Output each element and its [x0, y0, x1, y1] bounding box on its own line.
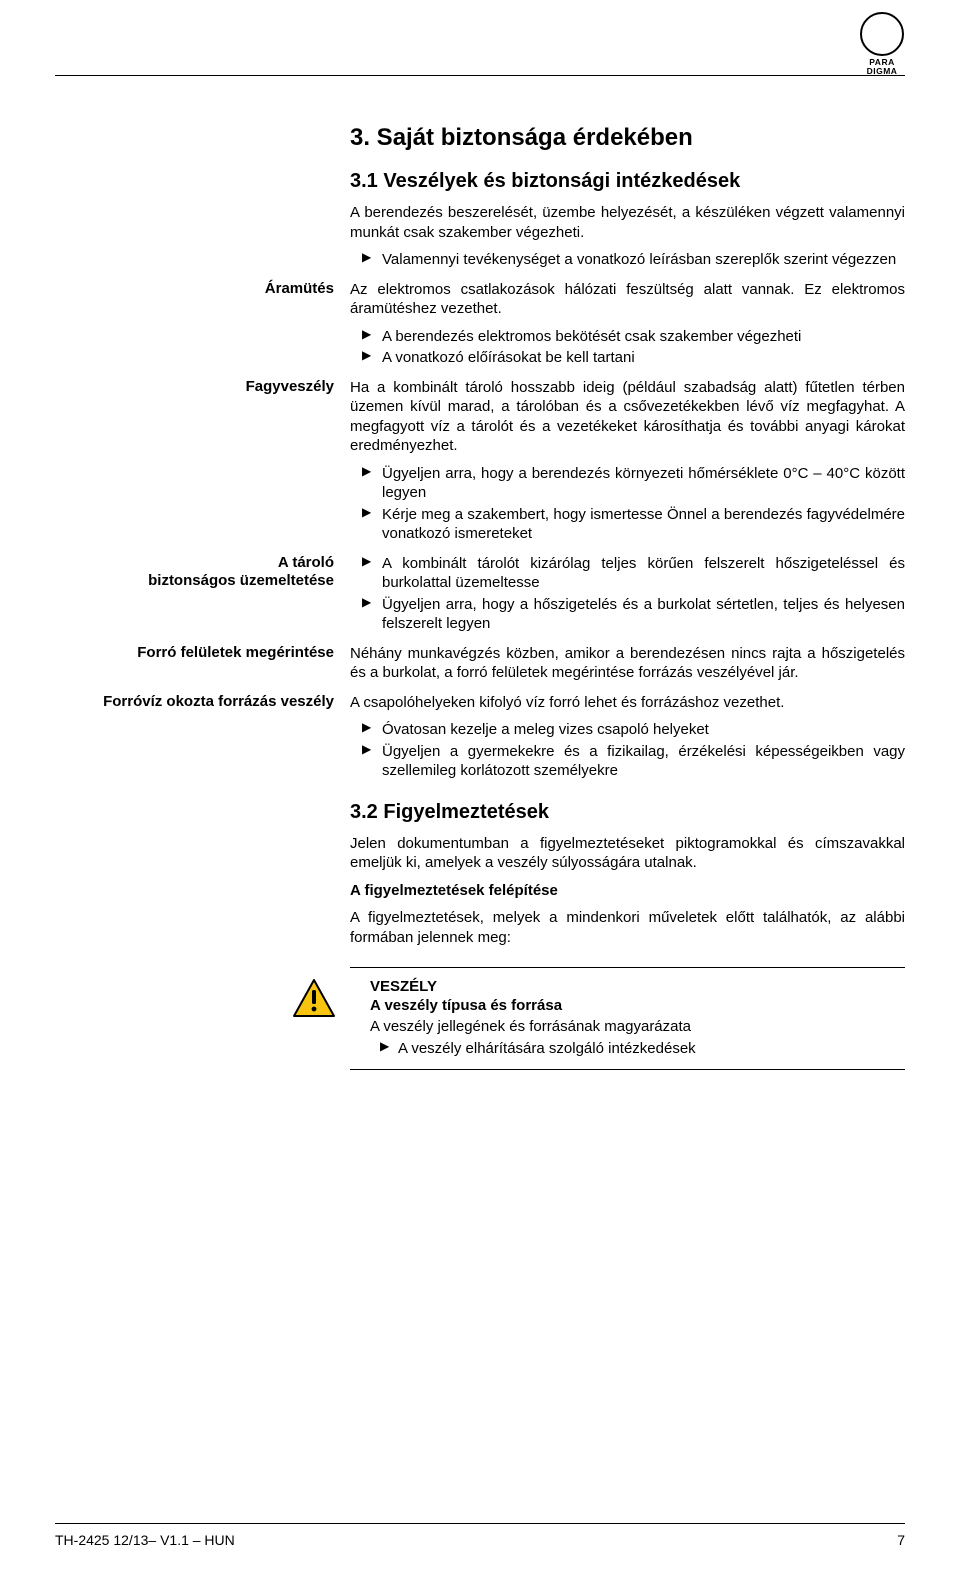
warning-bang-dot — [312, 1007, 317, 1012]
forroviz-bullet-1: Óvatosan kezelje a meleg vizes csapoló h… — [350, 720, 905, 740]
intro-paragraph: A berendezés beszerelését, üzembe helyez… — [350, 203, 905, 242]
label-forro: Forró felületek megérintése — [55, 644, 334, 663]
forroviz-bullet-2: Ügyeljen a gyermekekre és a fizikailag, … — [350, 742, 905, 781]
label-tarolo-line2: biztonságos üzemeltetése — [55, 572, 334, 591]
aramutes-bullet-2: A vonatkozó előírásokat be kell tartani — [350, 348, 905, 368]
subsection-title-1: 3.1 Veszélyek és biztonsági intézkedések — [350, 170, 905, 193]
warning-bullet-1: A veszély elhárítására szolgáló intézked… — [370, 1039, 901, 1059]
fig-paragraph-1: Jelen dokumentumban a figyelmeztetéseket… — [350, 834, 905, 873]
label-forroviz: Forróvíz okozta forrázás veszély — [55, 693, 334, 712]
row-fagyveszely: Fagyveszély Ha a kombinált tároló hossza… — [55, 378, 905, 552]
forroviz-bullets: Óvatosan kezelje a meleg vizes csapoló h… — [350, 720, 905, 781]
aramutes-paragraph: Az elektromos csatlakozások hálózati fes… — [350, 280, 905, 319]
fig-bold-line: A figyelmeztetések felépítése — [350, 881, 905, 901]
logo-circle-icon — [860, 12, 904, 56]
warning-bang-body — [312, 990, 316, 1004]
label-aramutes: Áramütés — [55, 280, 334, 299]
intro-bullets: Valamennyi tevékenységet a vonatkozó leí… — [350, 250, 905, 270]
section-title: 3. Saját biztonsága érdekében — [350, 124, 905, 152]
subsection-title-2: 3.2 Figyelmeztetések — [350, 801, 905, 824]
row-forroviz: Forróvíz okozta forrázás veszély A csapo… — [55, 693, 905, 789]
fagyveszely-bullets: Ügyeljen arra, hogy a berendezés környez… — [350, 464, 905, 544]
forro-paragraph: Néhány munkavégzés közben, amikor a bere… — [350, 644, 905, 683]
tarolo-bullet-2: Ügyeljen arra, hogy a hőszigetelés és a … — [350, 595, 905, 634]
footer-left: TH-2425 12/13– V1.1 – HUN — [55, 1532, 235, 1548]
tarolo-bullets: A kombinált tárolót kizárólag teljes kör… — [350, 554, 905, 634]
warning-subtitle: A veszély típusa és forrása — [354, 997, 901, 1014]
intro-bullet-1: Valamennyi tevékenységet a vonatkozó leí… — [350, 250, 905, 270]
row-forro: Forró felületek megérintése Néhány munka… — [55, 644, 905, 691]
warning-box: VESZÉLY A veszély típusa és forrása A ve… — [350, 967, 905, 1070]
brand-logo: PARA DIGMA — [859, 12, 905, 76]
page-footer: TH-2425 12/13– V1.1 – HUN 7 — [55, 1523, 905, 1548]
aramutes-bullet-1: A berendezés elektromos bekötését csak s… — [350, 327, 905, 347]
page: PARA DIGMA 3. Saját biztonsága érdekében… — [0, 0, 960, 1573]
fagyveszely-bullet-2: Kérje meg a szakembert, hogy ismertesse … — [350, 505, 905, 544]
header-rule — [55, 75, 905, 76]
fig-paragraph-2: A figyelmeztetések, melyek a mindenkori … — [350, 908, 905, 947]
row-tarolo: A tároló biztonságos üzemeltetése A komb… — [55, 554, 905, 642]
label-tarolo-line1: A tároló — [55, 554, 334, 573]
warning-bullets: A veszély elhárítására szolgáló intézked… — [354, 1039, 901, 1059]
warning-text: A veszély jellegének és forrásának magya… — [354, 1018, 901, 1035]
footer-page-number: 7 — [897, 1532, 905, 1548]
title-row: 3. Saját biztonsága érdekében 3.1 Veszél… — [55, 124, 905, 278]
warning-triangle-icon — [292, 978, 336, 1018]
fagyveszely-paragraph: Ha a kombinált tároló hosszabb ideig (pé… — [350, 378, 905, 456]
aramutes-bullets: A berendezés elektromos bekötését csak s… — [350, 327, 905, 368]
row-aramutes: Áramütés Az elektromos csatlakozások hál… — [55, 280, 905, 376]
row-figyelmeztetesek: 3.2 Figyelmeztetések Jelen dokumentumban… — [55, 801, 905, 956]
warning-title: VESZÉLY — [354, 978, 901, 995]
tarolo-bullet-1: A kombinált tárolót kizárólag teljes kör… — [350, 554, 905, 593]
fagyveszely-bullet-1: Ügyeljen arra, hogy a berendezés környez… — [350, 464, 905, 503]
forroviz-paragraph: A csapolóhelyeken kifolyó víz forró lehe… — [350, 693, 905, 713]
label-fagyveszely: Fagyveszély — [55, 378, 334, 397]
